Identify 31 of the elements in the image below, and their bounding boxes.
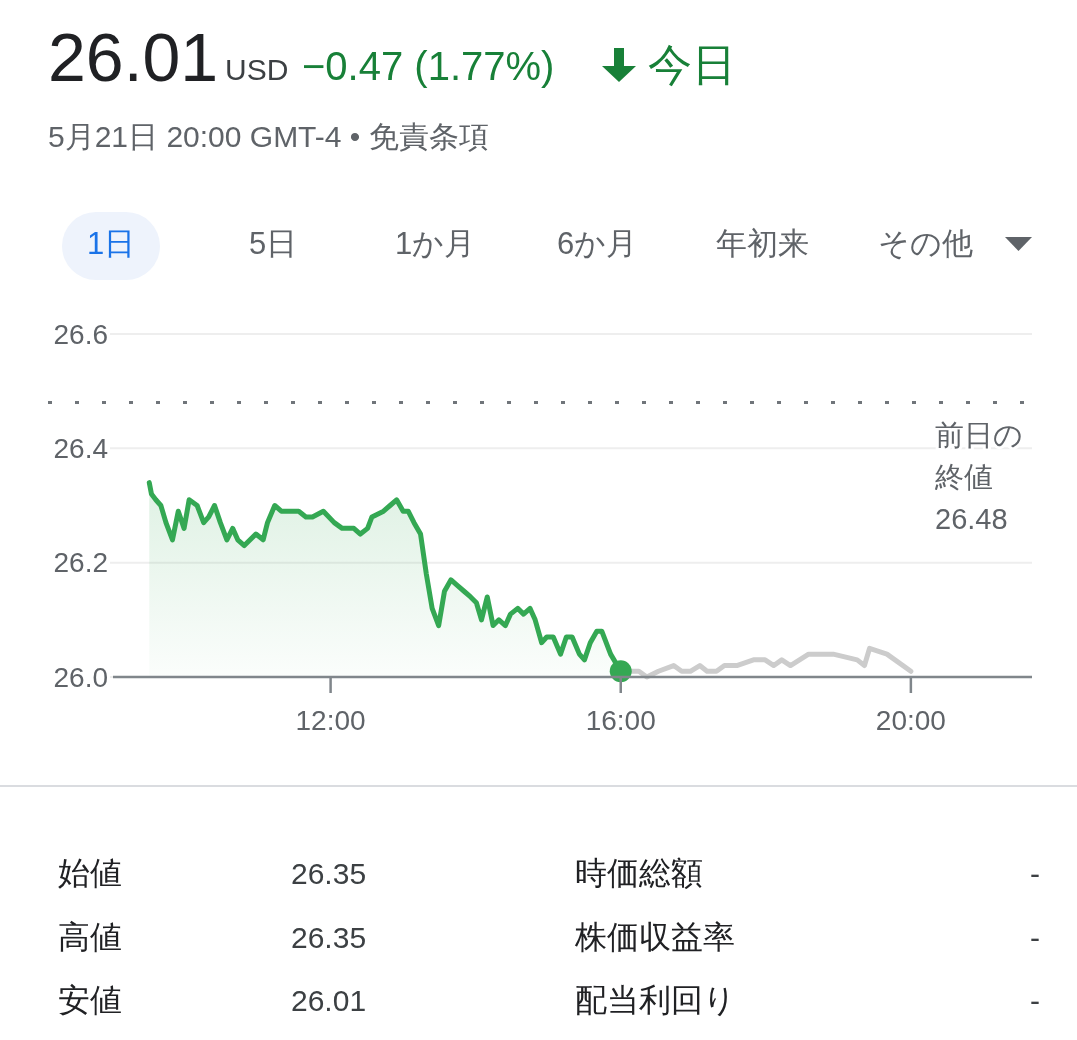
text: 26.01 xyxy=(291,983,367,1017)
text: 1か月 xyxy=(394,226,476,261)
y-tick-label: 26.4 xyxy=(53,433,108,465)
text: 今日 xyxy=(648,40,736,89)
text: 年初来 xyxy=(715,226,809,261)
ref-line-label: 前日の終値 26.48 xyxy=(934,418,1023,535)
text: その他 xyxy=(877,226,973,261)
text: - xyxy=(1030,856,1040,890)
text: 6か月 xyxy=(556,226,638,261)
text: 5日 xyxy=(248,226,298,261)
text: 高値 xyxy=(58,919,122,956)
y-tick-label: 26.6 xyxy=(53,318,108,350)
text: 株価収益率 xyxy=(574,919,735,956)
y-tick-label: 26.0 xyxy=(53,661,108,693)
text: - xyxy=(1030,920,1040,954)
text: 時価総額 xyxy=(575,855,703,892)
x-tick-label: 16:00 xyxy=(585,705,656,736)
text: - xyxy=(1030,983,1040,1017)
text: 安値 xyxy=(58,982,122,1019)
text: 26.35 xyxy=(291,920,367,954)
chart-subtitle: 5月21日 20:00 GMT-4 • 免責条項 xyxy=(48,120,489,153)
y-tick-label: 26.2 xyxy=(53,547,108,579)
x-tick-label: 20:00 xyxy=(875,705,946,736)
text: 始値 xyxy=(58,855,122,892)
text: 配当利回り xyxy=(575,982,736,1019)
text: USD xyxy=(225,53,289,86)
chart-title: 26.01 xyxy=(48,19,219,95)
text: 26.35 xyxy=(291,856,367,890)
x-tick-label: 12:00 xyxy=(295,705,366,736)
text: 1日 xyxy=(86,226,136,261)
text: −0.47 (1.77%) xyxy=(302,44,555,88)
